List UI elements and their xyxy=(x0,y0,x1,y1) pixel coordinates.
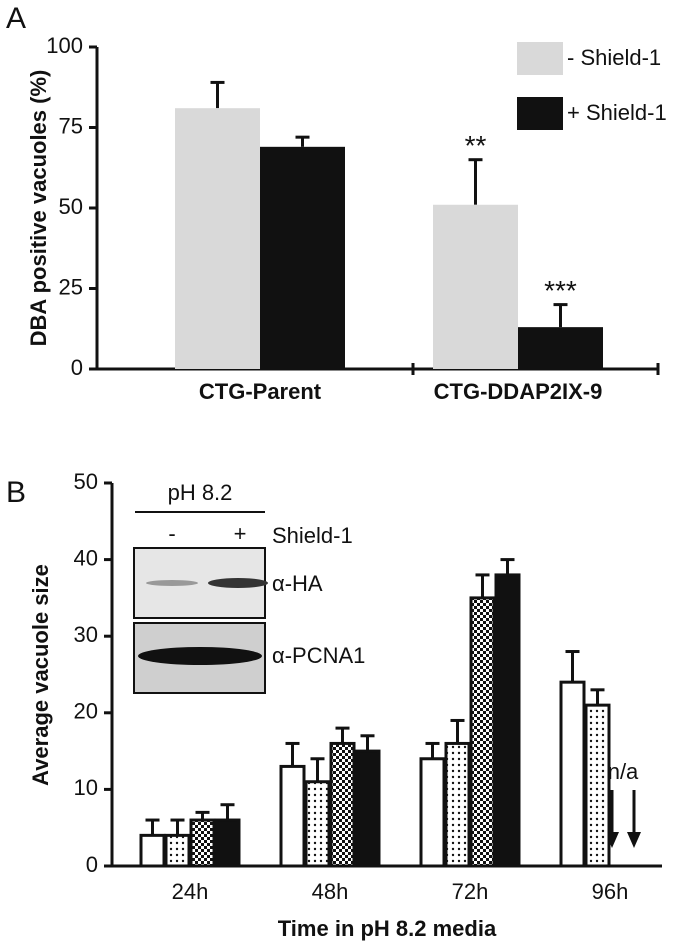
bar xyxy=(214,818,241,868)
y-tick-label: 0 xyxy=(71,355,83,380)
lane-label: + xyxy=(234,521,247,546)
legend-label: + Shield-1 xyxy=(567,100,667,125)
blot-label: α-PCNA1 xyxy=(272,643,365,668)
y-tick-label: 30 xyxy=(74,622,98,647)
bar xyxy=(419,757,446,868)
bar xyxy=(518,327,603,369)
y-tick-label: 50 xyxy=(74,469,98,494)
bar xyxy=(189,818,216,868)
band xyxy=(208,578,268,588)
annotation: n/a xyxy=(608,759,639,784)
y-tick-label: 25 xyxy=(59,274,83,299)
lane-title: Shield-1 xyxy=(272,523,353,548)
x-tick-label: 72h xyxy=(452,879,489,904)
bar xyxy=(433,204,518,369)
x-tick-label: CTG-Parent xyxy=(199,379,322,404)
y-tick-label: 20 xyxy=(74,699,98,724)
bar xyxy=(494,573,521,868)
legend-swatch xyxy=(517,97,563,130)
panel-label: B xyxy=(6,476,26,509)
inset-title: pH 8.2 xyxy=(168,480,233,505)
y-tick-label: 10 xyxy=(74,775,98,800)
bar xyxy=(304,780,331,868)
legend-label: - Shield-1 xyxy=(567,45,661,70)
blot-label: α-HA xyxy=(272,571,323,596)
y-axis-label: Average vacuole size xyxy=(28,564,53,786)
bar xyxy=(469,596,496,868)
annotation: ** xyxy=(465,130,487,161)
y-tick-label: 0 xyxy=(86,852,98,877)
x-axis-label: Time in pH 8.2 media xyxy=(278,916,497,941)
bar xyxy=(175,108,260,370)
y-tick-label: 50 xyxy=(59,194,83,219)
legend-swatch xyxy=(517,42,563,75)
x-tick-label: CTG-DDAP2IX-9 xyxy=(434,379,603,404)
y-axis-label: DBA positive vacuoles (%) xyxy=(26,70,51,347)
bar xyxy=(584,703,611,868)
bar xyxy=(260,146,345,369)
bar xyxy=(444,741,471,868)
bar xyxy=(354,749,381,868)
x-tick-label: 48h xyxy=(312,879,349,904)
x-tick-label: 24h xyxy=(172,879,209,904)
annotation: *** xyxy=(544,275,577,306)
band xyxy=(146,580,198,586)
lane-label: - xyxy=(168,521,175,546)
y-tick-label: 40 xyxy=(74,545,98,570)
bar xyxy=(559,680,586,868)
bar xyxy=(139,833,166,868)
y-tick-label: 75 xyxy=(59,113,83,138)
inset: pH 8.2 - + Shield-1 α-HA α-PCNA1 xyxy=(133,480,365,694)
y-tick-label: 100 xyxy=(46,33,83,58)
bar xyxy=(329,741,356,868)
x-tick-label: 96h xyxy=(592,879,629,904)
bar xyxy=(164,833,191,868)
band xyxy=(138,647,262,665)
bar xyxy=(279,764,306,868)
panel-label: A xyxy=(6,2,26,35)
